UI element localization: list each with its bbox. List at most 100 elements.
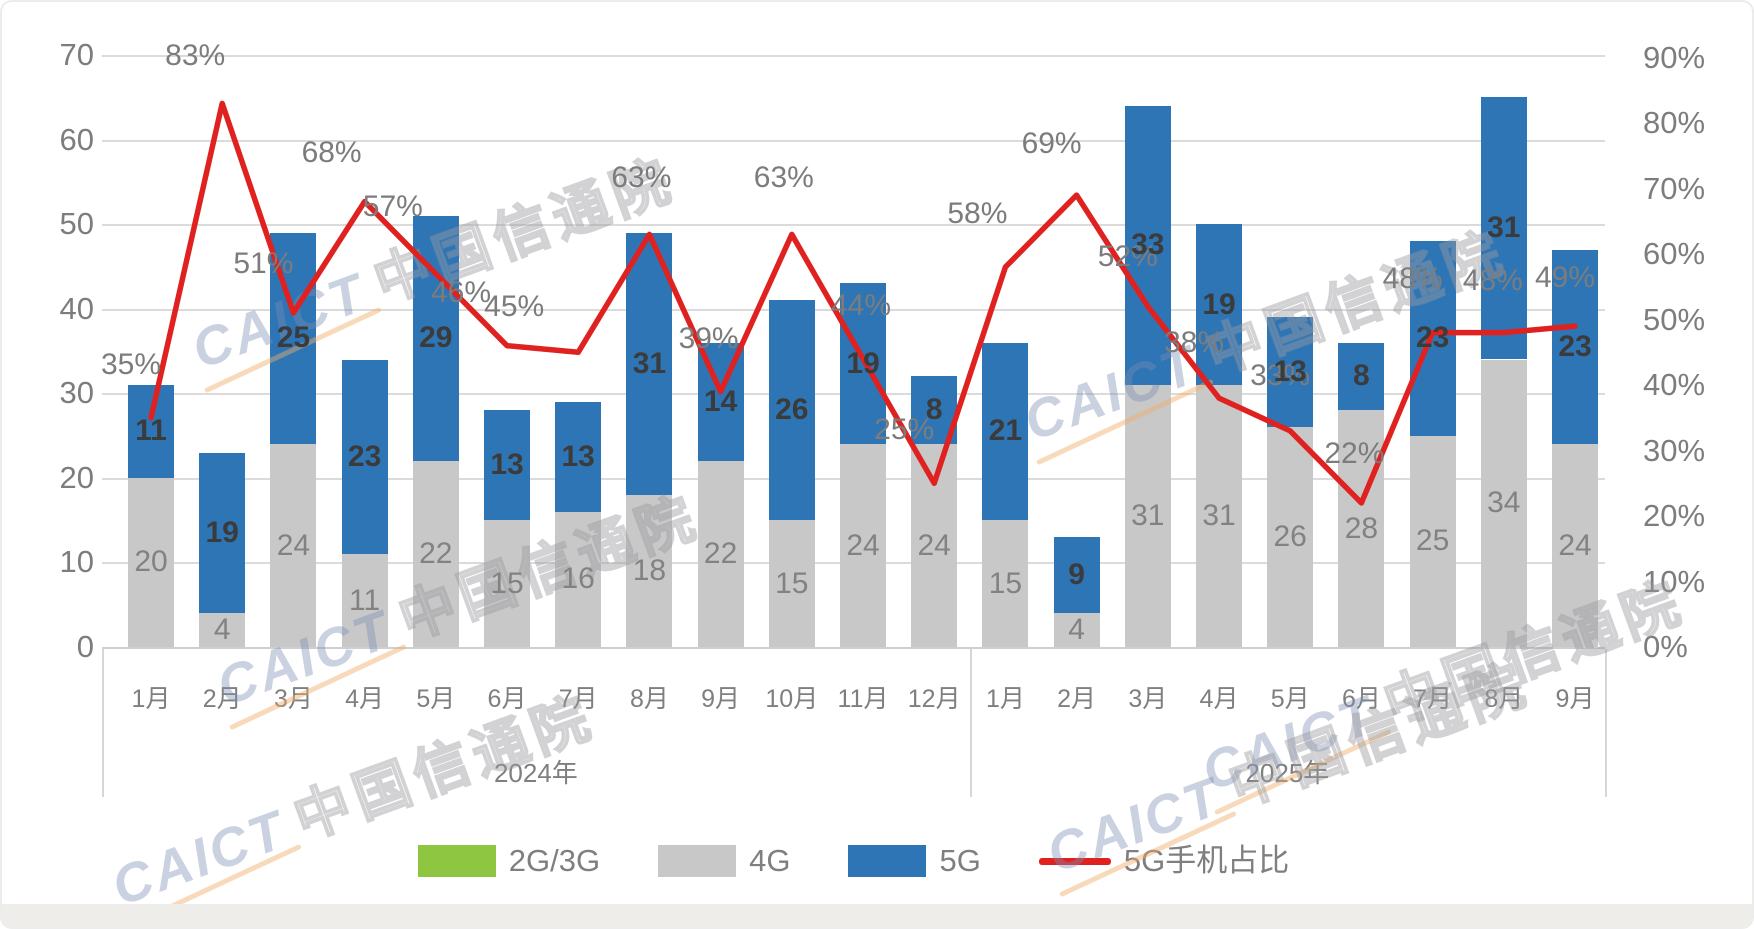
bar-4g-segment bbox=[341, 554, 388, 647]
bar-4g-segment bbox=[199, 613, 246, 647]
x-axis-month-label: 2月 bbox=[202, 685, 242, 713]
x-axis-month-label: 1月 bbox=[131, 685, 171, 713]
line-percent-label: 35% bbox=[100, 347, 162, 381]
right-axis-tick: 30% bbox=[1643, 432, 1706, 468]
legend-swatch-4g-icon bbox=[658, 845, 737, 877]
bar-4g-value-label: 24 bbox=[846, 528, 880, 562]
bar-4g-value-label: 26 bbox=[1273, 520, 1307, 554]
bar-5g-value-label: 25 bbox=[276, 321, 311, 355]
right-axis-tick: 80% bbox=[1643, 105, 1706, 140]
legend-item-5g: 5G bbox=[848, 843, 981, 879]
bar-5g-value-label: 19 bbox=[205, 515, 239, 549]
line-percent-label: 38% bbox=[1163, 326, 1225, 360]
bar-4g-segment bbox=[626, 494, 673, 647]
line-percent-label: 69% bbox=[1021, 127, 1082, 161]
right-axis-tick: 20% bbox=[1643, 498, 1706, 533]
bar-5g-value-label: 9 bbox=[1068, 558, 1085, 592]
line-percent-label: 57% bbox=[362, 189, 423, 223]
left-axis-tick: 60 bbox=[59, 121, 94, 157]
x-axis-month-label: 6月 bbox=[487, 685, 527, 713]
x-axis-month-label: 7月 bbox=[558, 685, 598, 713]
bar-4g-value-label: 16 bbox=[561, 562, 595, 596]
x-axis-month-label: 3月 bbox=[273, 685, 313, 713]
bar-4g-value-label: 4 bbox=[1068, 613, 1085, 647]
x-axis-month-label: 11月 bbox=[837, 685, 889, 713]
x-axis-month-label: 4月 bbox=[1199, 685, 1239, 713]
page-bottom-band bbox=[2, 904, 1752, 927]
x-axis-month-label: 8月 bbox=[629, 685, 669, 713]
bar-4g-value-label: 15 bbox=[490, 566, 524, 600]
right-axis-tick: 0% bbox=[1643, 629, 1688, 664]
x-axis-month-label: 2月 bbox=[1057, 685, 1097, 713]
bar-4g-value-label: 18 bbox=[632, 553, 667, 587]
x-axis-year-label: 2024年 bbox=[493, 758, 578, 788]
bar-5g-segment bbox=[1053, 537, 1100, 614]
watermark-cn-text: 中国信通院 bbox=[1220, 650, 1540, 819]
legend-item-4g: 4G bbox=[658, 843, 790, 879]
bar-4g-value-label: 28 bbox=[1344, 511, 1379, 545]
x-axis-month-label: 12月 bbox=[907, 685, 961, 713]
bar-5g-value-label: 8 bbox=[1353, 359, 1370, 393]
left-axis-tick: 30 bbox=[59, 375, 94, 411]
legend-line-swatch-icon bbox=[1038, 857, 1111, 865]
bar-5g-value-label: 23 bbox=[1415, 321, 1450, 355]
x-axis-month-label: 4月 bbox=[345, 685, 385, 713]
bar-4g-value-label: 4 bbox=[213, 613, 231, 647]
right-axis-tick: 70% bbox=[1643, 170, 1706, 206]
bar-5g-value-label: 19 bbox=[1202, 287, 1236, 321]
axis-box-separator bbox=[1605, 649, 1607, 797]
legend-item-5g-share: 5G手机占比 bbox=[1038, 843, 1290, 879]
axis-box-separator bbox=[102, 649, 104, 797]
bar-5g-value-label: 23 bbox=[1558, 329, 1592, 363]
bar-4g-value-label: 15 bbox=[988, 566, 1023, 600]
left-axis-tick: 0 bbox=[76, 629, 94, 664]
left-axis-tick: 40 bbox=[59, 290, 94, 326]
bar-4g-segment bbox=[1053, 613, 1100, 647]
bar-4g-value-label: 24 bbox=[917, 528, 951, 562]
grid-line bbox=[102, 55, 1605, 57]
bar-4g-value-label: 15 bbox=[775, 566, 809, 600]
bar-5g-value-label: 33 bbox=[1131, 228, 1165, 262]
bar-5g-value-label: 21 bbox=[988, 414, 1023, 448]
bar-4g-segment bbox=[555, 511, 602, 647]
legend-label-5g-share: 5G手机占比 bbox=[1123, 843, 1290, 878]
x-axis-month-label: 7月 bbox=[1413, 685, 1453, 713]
x-axis-month-label: 1月 bbox=[985, 685, 1025, 713]
line-percent-label: 63% bbox=[753, 161, 814, 195]
right-axis-tick: 50% bbox=[1643, 301, 1706, 337]
right-axis-tick: 10% bbox=[1643, 563, 1706, 599]
legend-label-5g: 5G bbox=[939, 843, 981, 878]
bar-4g-value-label: 22 bbox=[419, 537, 453, 570]
bar-4g-segment bbox=[484, 520, 530, 647]
x-axis-month-label: 6月 bbox=[1341, 685, 1381, 713]
legend-swatch-5g-icon bbox=[848, 845, 927, 877]
x-axis-month-label: 9月 bbox=[1555, 685, 1595, 713]
x-axis-year-label: 2025年 bbox=[1245, 758, 1330, 788]
x-axis-month-label: 10月 bbox=[765, 685, 819, 713]
right-axis-tick: 40% bbox=[1643, 367, 1706, 402]
line-percent-label: 58% bbox=[947, 197, 1008, 231]
x-axis-month-label: 3月 bbox=[1128, 685, 1168, 713]
left-axis-tick: 70 bbox=[59, 37, 94, 72]
bar-5g-value-label: 29 bbox=[419, 321, 453, 355]
line-percent-label: 83% bbox=[165, 39, 226, 73]
x-axis-month-label: 5月 bbox=[1270, 685, 1310, 713]
bar-4g-value-label: 24 bbox=[276, 528, 311, 562]
x-axis-line bbox=[102, 647, 1605, 649]
legend-label-2g3g: 2G/3G bbox=[508, 843, 601, 878]
bar-4g-value-label: 25 bbox=[1415, 524, 1450, 558]
bar-5g-value-label: 13 bbox=[561, 439, 595, 473]
bar-5g-value-label: 11 bbox=[135, 414, 167, 448]
bar-4g-value-label: 22 bbox=[703, 537, 738, 570]
line-percent-label: 51% bbox=[233, 246, 294, 280]
legend-swatch-2g3g-icon bbox=[417, 845, 496, 877]
bar-4g-segment bbox=[128, 477, 174, 647]
line-percent-label: 22% bbox=[1324, 436, 1385, 470]
bar-4g-value-label: 20 bbox=[134, 545, 168, 579]
line-percent-label: 63% bbox=[611, 161, 672, 195]
x-axis-month-label: 5月 bbox=[416, 685, 456, 713]
left-axis-tick: 10 bbox=[59, 544, 94, 580]
x-axis-month-label: 8月 bbox=[1484, 685, 1524, 713]
bar-5g-value-label: 23 bbox=[347, 439, 382, 473]
line-percent-label: 44% bbox=[830, 288, 892, 322]
